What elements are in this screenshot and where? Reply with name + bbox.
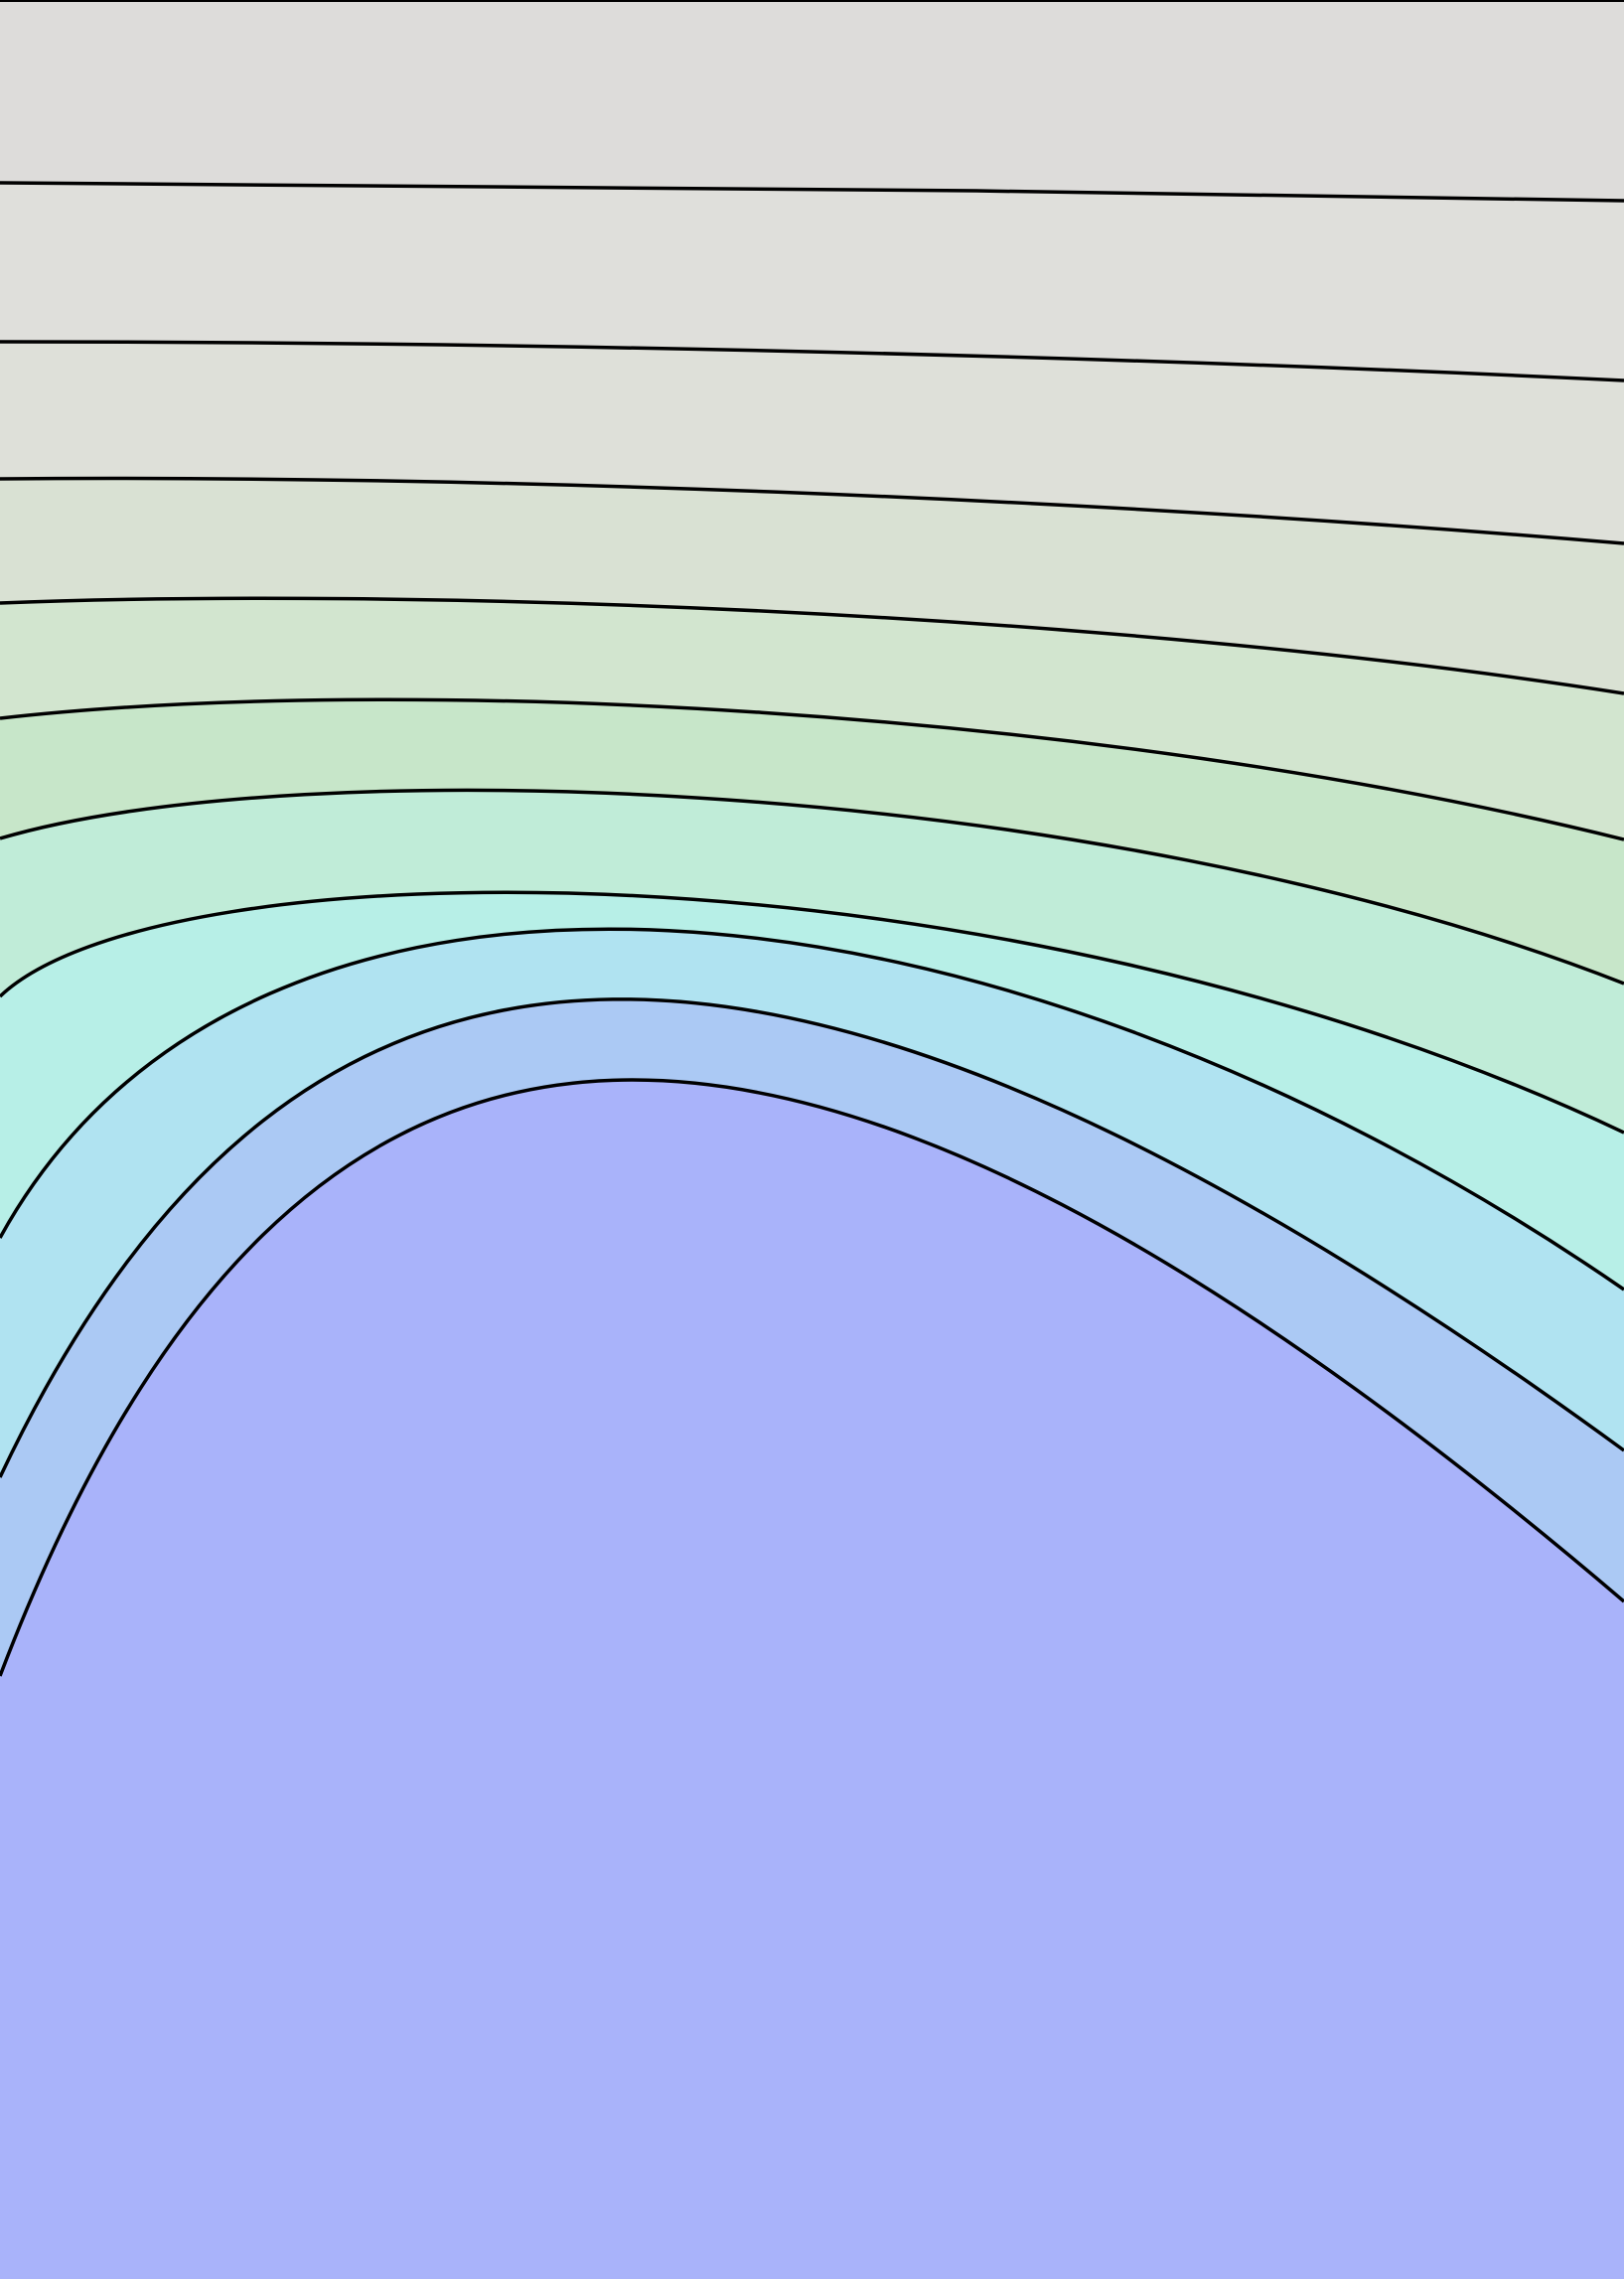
contour-line-3 [0, 476, 1624, 545]
contour-line-8 [0, 927, 1624, 1291]
contour-line-6 [0, 788, 1624, 986]
contour-line-10 [0, 1078, 1624, 1677]
contour-line-1 [0, 181, 1624, 203]
contour-line-7 [0, 890, 1624, 1135]
contour-line-4 [0, 596, 1624, 695]
contour-line-9 [0, 997, 1624, 1478]
contour-line-2 [0, 340, 1624, 382]
contour-line-5 [0, 697, 1624, 841]
contour-band-level-1 [0, 1080, 1624, 2279]
